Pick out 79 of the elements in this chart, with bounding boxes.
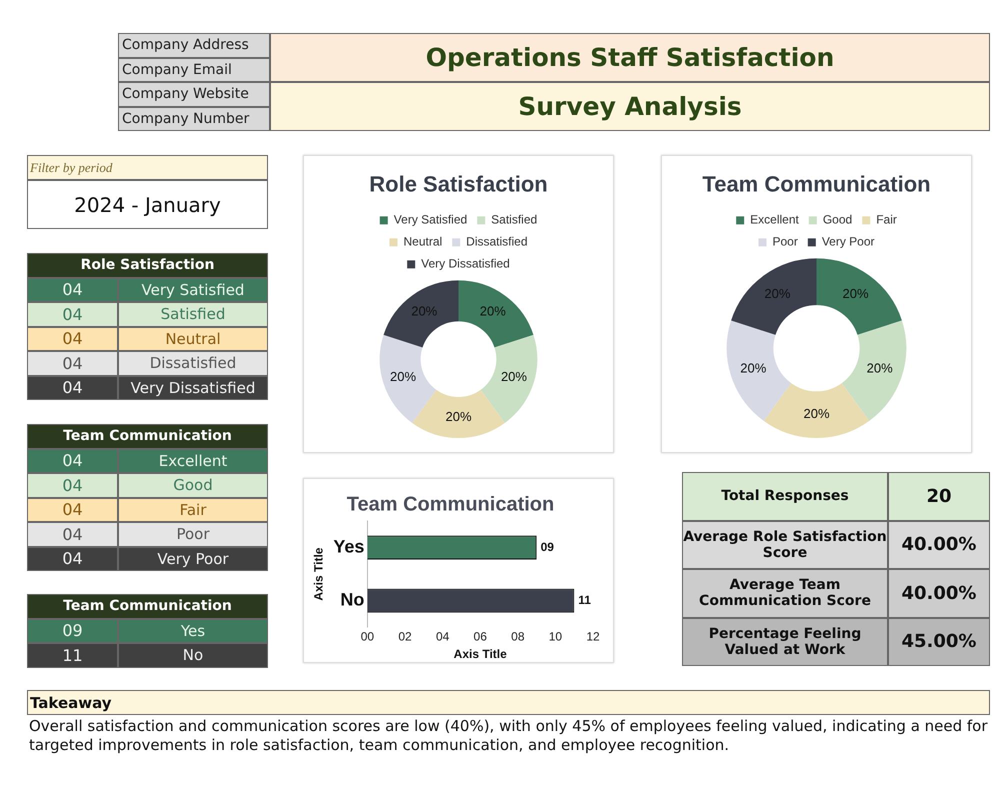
data-label: 20% <box>390 368 416 384</box>
data-label: 09 <box>540 540 554 554</box>
text: 45.00% <box>888 618 990 666</box>
text: 04 <box>27 302 118 326</box>
text: Dissatisfied <box>118 351 268 376</box>
text: Average Team Communication Score <box>682 569 888 618</box>
text: Fair <box>118 498 268 522</box>
text: Overall satisfaction and communication scores are low (40%), with only 45% of employees feeling valued, indicating a need for targeted improvements in role satisfaction, team communication, and employee recognition. <box>28 716 989 756</box>
text: 20 <box>888 472 990 520</box>
data-label: 20% <box>411 304 438 319</box>
text: Average Role Satisfaction Score <box>682 520 888 569</box>
text: 04 <box>27 522 118 546</box>
text: 04 <box>27 473 118 498</box>
text: Neutral <box>118 326 268 351</box>
text: Excellent <box>118 448 268 473</box>
data-label: 20% <box>764 286 791 302</box>
legend-label: Very Poor <box>822 234 875 249</box>
data-label: 20% <box>866 360 894 376</box>
text: 40.00% <box>888 569 990 618</box>
text: 2024 - January <box>27 180 268 229</box>
text: 09 <box>27 618 118 643</box>
text: Company Email <box>118 58 270 82</box>
x-tick-label: 10 <box>548 630 562 644</box>
text: Very Poor <box>118 546 268 571</box>
text: 04 <box>27 351 118 376</box>
x-tick-label: 12 <box>586 630 600 644</box>
x-tick-label: 08 <box>511 630 525 644</box>
legend-label: Dissatisfied <box>466 234 528 249</box>
legend-label: Fair <box>876 212 897 227</box>
text: 04 <box>27 326 118 351</box>
data-label: 20% <box>480 304 506 319</box>
legend-label: Very Dissatisfied <box>421 256 510 271</box>
text: Takeaway <box>27 690 990 715</box>
text: Team Communication <box>27 594 268 618</box>
x-tick-label: 00 <box>360 630 374 644</box>
data-label: 11 <box>578 592 592 607</box>
y-axis-title: Axis Title <box>312 547 326 601</box>
text: Filter by period <box>27 155 268 180</box>
text: Role Satisfaction <box>27 253 268 278</box>
chart-title: Team Communication <box>346 494 554 516</box>
data-label: 20% <box>445 409 472 424</box>
text: 40.00% <box>888 520 990 569</box>
legend-label: Excellent <box>750 212 800 227</box>
data-label: 20% <box>740 360 767 376</box>
chart-title: Role Satisfaction <box>369 171 548 196</box>
text: 04 <box>27 546 118 571</box>
legend-label: Neutral <box>403 234 442 249</box>
text: 04 <box>27 448 118 473</box>
x-tick-label: 02 <box>398 630 412 644</box>
data-label: 20% <box>803 406 830 422</box>
text: Company Number <box>118 106 270 131</box>
legend-label: Very Satisfied <box>394 212 468 227</box>
text: 04 <box>27 376 118 400</box>
x-tick-label: 04 <box>436 630 450 644</box>
text: Team Communication <box>27 424 268 448</box>
text: No <box>118 643 268 668</box>
x-tick-label: 06 <box>474 630 488 644</box>
legend-label: Satisfied <box>491 212 538 227</box>
chart-title: Team Communication <box>702 171 931 196</box>
data-label: 20% <box>842 286 870 302</box>
text: 04 <box>27 498 118 522</box>
text: Survey Analysis <box>270 82 990 131</box>
data-label: 20% <box>500 368 528 384</box>
text: Very Satisfied <box>118 278 268 302</box>
text: Company Address <box>118 33 270 58</box>
text: Percentage Feeling Valued at Work <box>682 618 888 666</box>
x-axis-title: Axis Title <box>454 647 508 662</box>
text: 11 <box>27 643 118 668</box>
text: Good <box>118 473 268 498</box>
text: Total Responses <box>682 472 888 520</box>
text: Operations Staff Satisfaction <box>270 33 990 82</box>
legend-label: Poor <box>772 234 798 249</box>
text: Company Website <box>118 82 270 106</box>
text: Yes <box>118 618 268 643</box>
text: Very Dissatisfied <box>118 376 268 400</box>
text: Satisfied <box>118 302 268 326</box>
legend-label: Good <box>822 212 852 227</box>
text: 04 <box>27 278 118 302</box>
text: Poor <box>118 522 268 546</box>
